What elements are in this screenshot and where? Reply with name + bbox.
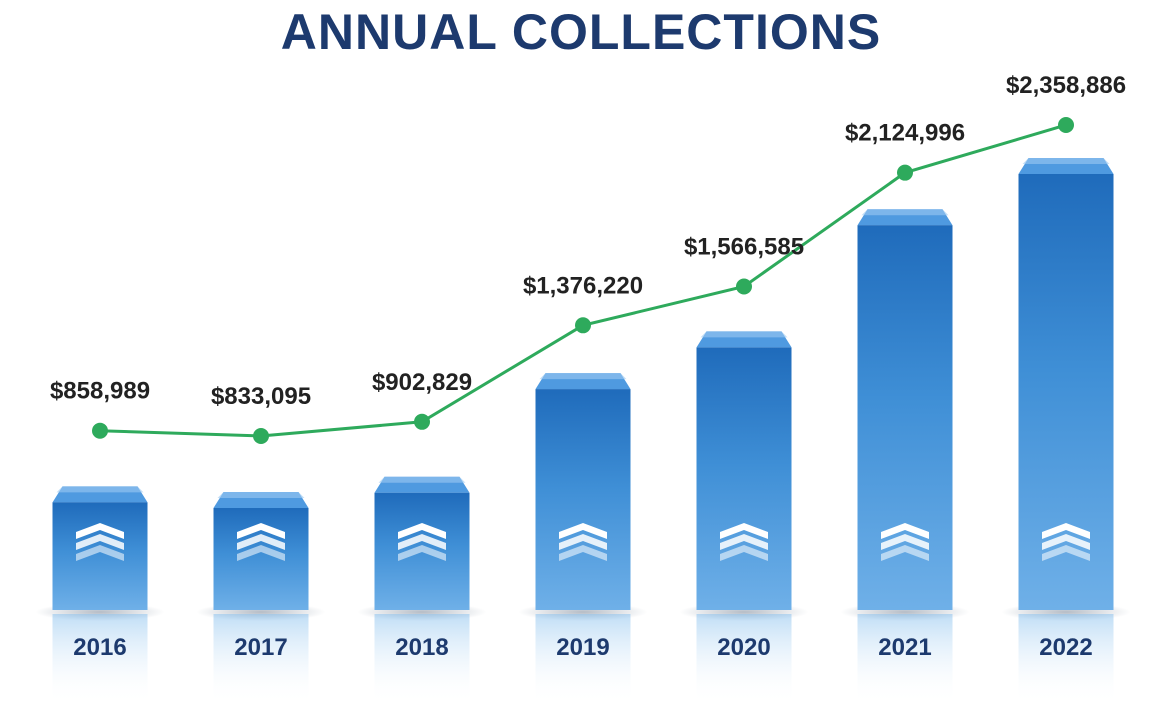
- chevron-up-icon: [76, 523, 124, 539]
- chevron-up-icon: [1042, 545, 1090, 561]
- bar-cap-highlight: [700, 331, 788, 338]
- bar-cap-highlight: [378, 476, 466, 483]
- bar-cap-highlight: [861, 209, 949, 216]
- data-label: $833,095: [211, 383, 311, 410]
- data-point: [92, 422, 108, 439]
- chevron-up-stack-icon: [398, 523, 446, 561]
- bar-cap-highlight: [539, 373, 627, 380]
- chevron-up-icon: [559, 545, 607, 561]
- chevron-up-icon: [720, 534, 768, 550]
- chevron-up-stack-icon: [237, 523, 285, 561]
- chevron-up-icon: [559, 523, 607, 539]
- chevron-up-icon: [881, 545, 929, 561]
- chevron-up-icon: [76, 534, 124, 550]
- chevron-up-icon: [881, 523, 929, 539]
- category-label: 2018: [395, 634, 448, 661]
- bar: [1018, 174, 1114, 610]
- chevron-up-icon: [237, 523, 285, 539]
- category-label: 2021: [878, 634, 931, 661]
- chart-title: ANNUAL COLLECTIONS: [280, 4, 882, 60]
- chevron-up-icon: [398, 523, 446, 539]
- bar: [857, 225, 953, 610]
- data-point: [414, 413, 430, 430]
- category-label: 2022: [1039, 634, 1092, 661]
- category-label: 2016: [73, 634, 126, 661]
- bar: [696, 347, 792, 610]
- bar-reflection: [535, 614, 631, 704]
- bar-cap-highlight: [56, 486, 144, 493]
- chevron-up-icon: [1042, 523, 1090, 539]
- bar: [535, 389, 631, 610]
- chevron-up-stack-icon: [720, 523, 768, 561]
- chevron-up-icon: [720, 523, 768, 539]
- bar-cap-highlight: [217, 492, 305, 498]
- chevron-up-icon: [881, 534, 929, 550]
- data-point: [736, 278, 752, 295]
- bar-reflection: [1018, 614, 1114, 704]
- category-label: 2019: [556, 634, 609, 661]
- chevron-up-stack-icon: [559, 523, 607, 561]
- category-label: 2017: [234, 634, 287, 661]
- bar: [52, 502, 148, 610]
- bar-reflection: [213, 614, 309, 704]
- chevron-up-icon: [237, 545, 285, 561]
- category-label: 2020: [717, 634, 770, 661]
- data-label: $1,566,585: [684, 233, 804, 260]
- bar-reflection: [857, 614, 953, 704]
- bar-reflection: [52, 614, 148, 704]
- data-label: $2,124,996: [845, 120, 965, 147]
- bar-reflection: [696, 614, 792, 704]
- chevron-up-icon: [1042, 534, 1090, 550]
- data-point: [253, 428, 269, 444]
- chevron-up-icon: [559, 534, 607, 550]
- data-label: $902,829: [372, 369, 472, 396]
- data-point: [1058, 117, 1074, 133]
- bar-cap-highlight: [1022, 158, 1110, 164]
- chevron-up-icon: [398, 545, 446, 561]
- chevron-up-icon: [720, 545, 768, 561]
- chevron-up-stack-icon: [881, 523, 929, 561]
- chevron-up-stack-icon: [76, 523, 124, 561]
- bar-reflection: [374, 614, 470, 704]
- data-point: [897, 164, 913, 181]
- data-label: $2,358,886: [1006, 72, 1126, 99]
- chevron-up-icon: [398, 534, 446, 550]
- chevron-up-icon: [237, 534, 285, 550]
- data-point: [575, 317, 591, 334]
- chevron-up-stack-icon: [1042, 523, 1090, 561]
- data-label: $1,376,220: [523, 272, 643, 299]
- chevron-up-icon: [76, 545, 124, 561]
- data-label: $858,989: [50, 378, 150, 405]
